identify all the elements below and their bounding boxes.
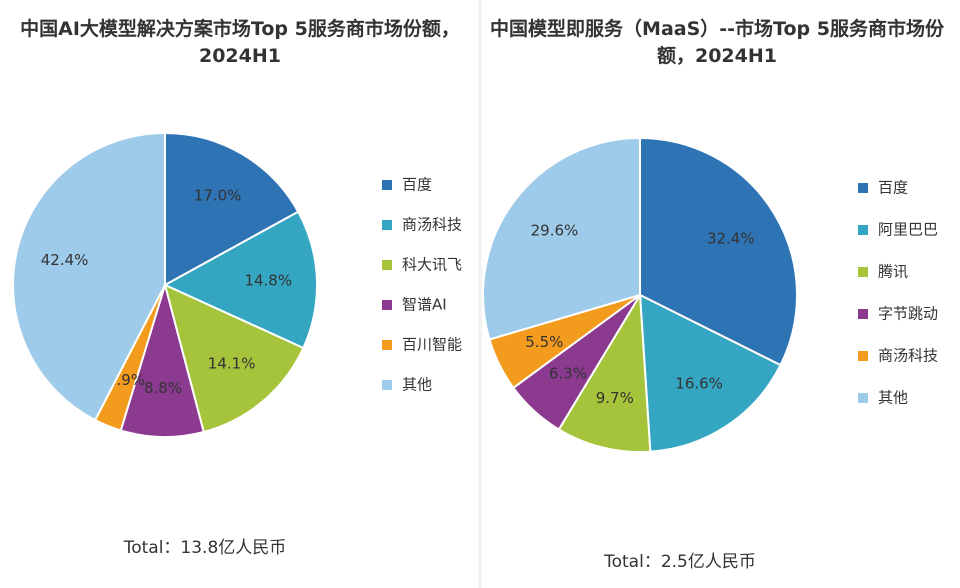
- total-note: Total：13.8亿人民币: [123, 538, 287, 558]
- slice-label: 32.4%: [707, 229, 755, 247]
- pie-slice: [164, 131, 300, 287]
- legend-label: 智谱AI: [402, 296, 447, 314]
- pie-slice: [557, 291, 652, 453]
- legend-swatch: [382, 380, 392, 390]
- chart-title: 中国AI大模型解决方案市场Top 5服务商市场份额，2024H1: [20, 18, 460, 67]
- slice-label: 42.4%: [41, 251, 89, 269]
- legend-label: 科大讯飞: [402, 256, 462, 274]
- legend-swatch: [858, 183, 868, 193]
- slice-label: 17.0%: [194, 187, 242, 205]
- pie-slice: [162, 210, 318, 350]
- legend-swatch: [382, 220, 392, 230]
- legend-swatch: [382, 260, 392, 270]
- legend-swatch: [858, 309, 868, 319]
- slice-label: 14.8%: [244, 272, 292, 290]
- legend-swatch: [858, 225, 868, 235]
- legend-swatch: [382, 340, 392, 350]
- total-note: Total：2.5亿人民币: [603, 552, 756, 572]
- legend-label: 其他: [402, 376, 432, 394]
- legend-label: 其他: [878, 389, 908, 407]
- pie-slice: [639, 136, 798, 367]
- legend-label: 商汤科技: [878, 347, 938, 365]
- legend-label: 百度: [402, 176, 432, 194]
- legend-label: 百度: [878, 179, 908, 197]
- legend-label: 腾讯: [878, 263, 908, 281]
- slice-label: 14.1%: [208, 355, 256, 373]
- pie-slice: [119, 281, 205, 438]
- legend-label: 阿里巴巴: [878, 221, 938, 239]
- legend-swatch: [858, 351, 868, 361]
- slice-label: 29.6%: [531, 222, 579, 240]
- legend-swatch: [382, 180, 392, 190]
- legend-swatch: [858, 393, 868, 403]
- legend-swatch: [858, 267, 868, 277]
- pie-slice: [482, 136, 641, 341]
- legend-label: 百川智能: [402, 336, 462, 354]
- pie-slice: [638, 293, 782, 453]
- pie-slice: [163, 283, 305, 434]
- slice-label: 8.8%: [144, 379, 182, 397]
- legend-swatch: [382, 300, 392, 310]
- slice-label: 9.7%: [596, 389, 634, 407]
- pie-slice: [12, 131, 166, 422]
- chart-title: 中国模型即服务（MaaS）--市场Top 5服务商市场份额，2024H1: [490, 18, 944, 67]
- slice-label: 5.5%: [525, 333, 563, 351]
- slice-label: 6.3%: [549, 364, 587, 382]
- slice-label: 16.6%: [675, 374, 723, 392]
- divider: [478, 0, 482, 588]
- legend-label: 商汤科技: [402, 216, 462, 234]
- legend-label: 字节跳动: [878, 305, 938, 323]
